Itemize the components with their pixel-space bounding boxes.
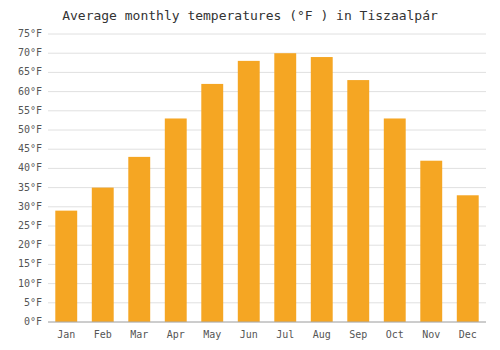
- y-tick-label: 5°F: [24, 297, 42, 308]
- y-grid: [48, 34, 486, 322]
- bar: [201, 84, 223, 322]
- y-tick-label: 45°F: [18, 143, 42, 154]
- grid-line: [48, 34, 486, 35]
- y-tick-label: 0°F: [24, 316, 42, 327]
- x-tick-label: Apr: [167, 329, 185, 340]
- y-tick-label: 10°F: [18, 278, 42, 289]
- x-axis: Jan Feb Mar Apr May Jun Jul Aug Sep Oct Nov Dec: [48, 322, 486, 340]
- x-axis-line: [48, 322, 486, 323]
- bar: [55, 211, 77, 322]
- chart-svg: Average monthly temperatures (°F ) in Ti…: [0, 0, 500, 350]
- y-tick-label: 30°F: [18, 201, 42, 212]
- x-tick-label: Feb: [94, 329, 112, 340]
- y-tick-label: 50°F: [18, 124, 42, 135]
- x-tick-label: Sep: [349, 329, 367, 340]
- bar: [274, 53, 296, 322]
- x-tick-label: Mar: [130, 329, 148, 340]
- grid-line: [48, 91, 486, 92]
- bar: [311, 57, 333, 322]
- bar: [457, 195, 479, 322]
- x-tick-label: Dec: [459, 329, 477, 340]
- chart-container: Average monthly temperatures (°F ) in Ti…: [0, 0, 500, 350]
- y-tick-label: 20°F: [18, 239, 42, 250]
- y-tick-label: 40°F: [18, 162, 42, 173]
- x-tick-label: May: [203, 329, 221, 340]
- x-tick-label: Jun: [240, 329, 258, 340]
- grid-line: [48, 149, 486, 150]
- bars: [55, 53, 478, 322]
- bar: [165, 118, 187, 322]
- grid-line: [48, 130, 486, 131]
- bar: [420, 161, 442, 322]
- x-tick-label: Jan: [57, 329, 75, 340]
- grid-line: [48, 110, 486, 111]
- y-tick-label: 75°F: [18, 28, 42, 39]
- x-tick-label: Jul: [276, 329, 294, 340]
- y-tick-label: 70°F: [18, 47, 42, 58]
- y-tick-label: 65°F: [18, 66, 42, 77]
- y-tick-label: 15°F: [18, 258, 42, 269]
- y-tick-label: 35°F: [18, 182, 42, 193]
- y-tick-label: 55°F: [18, 105, 42, 116]
- bar: [347, 80, 369, 322]
- x-tick-label: Aug: [313, 329, 331, 340]
- grid-line: [48, 322, 486, 323]
- x-tick-label: Nov: [422, 329, 440, 340]
- bar: [128, 157, 150, 322]
- bar: [238, 61, 260, 322]
- y-axis: 0°F 5°F 10°F 15°F 20°F 25°F 30°F 35°F 40°F 45°F 50…: [18, 28, 42, 327]
- grid-line: [48, 53, 486, 54]
- y-tick-label: 60°F: [18, 86, 42, 97]
- title: Average monthly temperatures (°F ) in Ti…: [62, 8, 438, 23]
- grid-line: [48, 72, 486, 73]
- x-tick-label: Oct: [386, 329, 404, 340]
- bar: [384, 118, 406, 322]
- bar: [92, 188, 114, 322]
- y-tick-label: 25°F: [18, 220, 42, 231]
